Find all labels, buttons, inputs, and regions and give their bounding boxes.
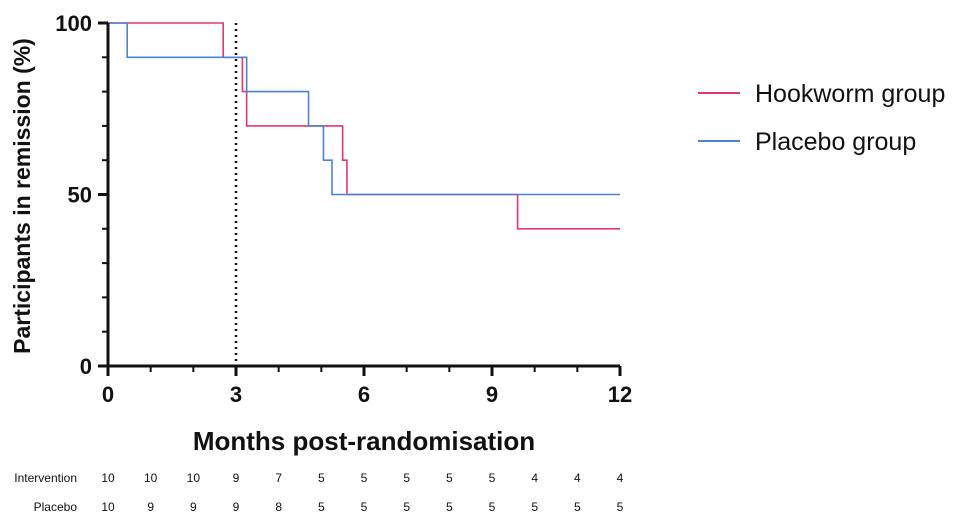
- risk-cell: 5: [489, 500, 496, 514]
- risk-cell: 9: [147, 500, 154, 514]
- risk-cell: 7: [275, 471, 282, 485]
- risk-row-label: Intervention: [14, 471, 77, 485]
- risk-cell: 10: [187, 471, 201, 485]
- risk-cell: 5: [403, 500, 410, 514]
- risk-cell: 5: [531, 500, 538, 514]
- series-layer: [108, 22, 620, 230]
- risk-cell: 10: [101, 471, 115, 485]
- risk-cell: 10: [144, 471, 158, 485]
- risk-cell: 5: [361, 471, 368, 485]
- y-axis-label: Participants in remission (%): [9, 38, 35, 354]
- risk-cell: 5: [361, 500, 368, 514]
- y-tick-label: 50: [68, 183, 92, 208]
- risk-table: Intervention 10 10 10 9 7 5 5 5 5 5 4 4 4 Placebo 10 9 9 9…: [14, 471, 623, 514]
- risk-cell: 9: [190, 500, 197, 514]
- risk-cell: 4: [574, 471, 581, 485]
- risk-cell: 5: [446, 471, 453, 485]
- x-tick-label: 3: [230, 382, 242, 407]
- x-tick-label: 9: [486, 382, 498, 407]
- risk-cell: 9: [233, 500, 240, 514]
- y-tick-label: 0: [80, 354, 92, 379]
- risk-cell: 4: [531, 471, 538, 485]
- x-tick-label: 12: [608, 382, 632, 407]
- risk-cell: 4: [617, 471, 624, 485]
- risk-cell: 5: [318, 471, 325, 485]
- y-tick-label: 100: [55, 11, 92, 36]
- series-line-placebo: [108, 22, 620, 196]
- risk-cell: 5: [403, 471, 410, 485]
- risk-cell: 5: [489, 471, 496, 485]
- risk-cell: 8: [275, 500, 282, 514]
- legend: Hookworm group Placebo group: [698, 80, 945, 156]
- risk-cell: 5: [318, 500, 325, 514]
- axes-layer: 0 50 100 0 3 6 9 12: [55, 11, 632, 407]
- risk-cell: 5: [574, 500, 581, 514]
- risk-cell: 5: [446, 500, 453, 514]
- risk-cell: 10: [101, 500, 115, 514]
- x-axis-label: Months post-randomisation: [193, 426, 535, 456]
- risk-row-label: Placebo: [34, 500, 78, 514]
- legend-label-hookworm: Hookworm group: [755, 80, 945, 108]
- legend-label-placebo: Placebo group: [755, 128, 916, 156]
- risk-cell: 5: [617, 500, 624, 514]
- risk-cell: 9: [233, 471, 240, 485]
- x-tick-label: 6: [358, 382, 370, 407]
- x-tick-label: 0: [102, 382, 114, 407]
- series-line-hookworm: [108, 22, 620, 230]
